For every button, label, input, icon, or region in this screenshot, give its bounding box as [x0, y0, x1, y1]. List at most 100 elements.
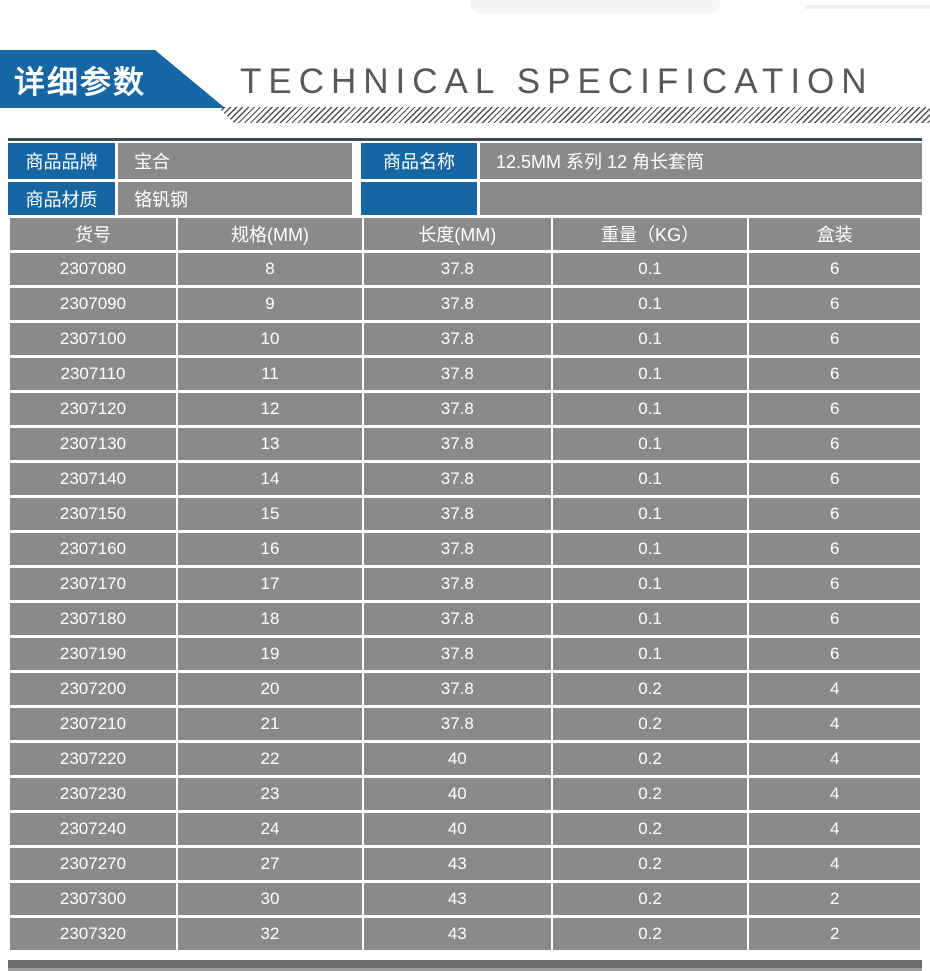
table-cell: 10	[177, 323, 362, 355]
table-cell: 37.8	[363, 603, 551, 635]
table-cell: 27	[177, 848, 362, 880]
table-cell: 6	[749, 533, 920, 565]
table-cell: 43	[363, 883, 551, 915]
col-header-length: 长度(MM)	[363, 218, 551, 250]
table-cell: 4	[749, 813, 920, 845]
table-top-rule	[8, 138, 922, 141]
table-cell: 37.8	[363, 288, 551, 320]
bottom-dark-bar	[8, 960, 922, 968]
table-cell: 6	[749, 638, 920, 670]
table-cell: 2307300	[10, 883, 176, 915]
table-cell: 16	[177, 533, 362, 565]
brand-label: 商品品牌	[8, 143, 115, 179]
table-cell: 0.1	[552, 253, 748, 285]
table-cell: 0.2	[552, 743, 748, 775]
table-cell: 15	[177, 498, 362, 530]
product-name-value: 12.5MM 系列 12 角长套筒	[480, 143, 922, 179]
table-cell: 2307230	[10, 778, 176, 810]
table-cell: 2307170	[10, 568, 176, 600]
table-cell: 21	[177, 708, 362, 740]
table-cell: 0.1	[552, 498, 748, 530]
table-cell: 0.1	[552, 393, 748, 425]
table-row: 2307160 16 37.8 0.1 6	[10, 533, 920, 565]
table-cell: 6	[749, 603, 920, 635]
table-cell: 6	[749, 393, 920, 425]
table-cell: 18	[177, 603, 362, 635]
table-cell: 0.1	[552, 533, 748, 565]
table-cell: 0.2	[552, 848, 748, 880]
table-row: 2307210 21 37.8 0.2 4	[10, 708, 920, 740]
table-cell: 2307130	[10, 428, 176, 460]
table-cell: 2307150	[10, 498, 176, 530]
table-cell: 4	[749, 673, 920, 705]
table-cell: 43	[363, 848, 551, 880]
table-cell: 2307140	[10, 463, 176, 495]
table-cell: 6	[749, 253, 920, 285]
col-header-item-no: 货号	[10, 218, 176, 250]
table-cell: 6	[749, 498, 920, 530]
table-cell: 4	[749, 848, 920, 880]
table-cell: 0.2	[552, 708, 748, 740]
material-value: 铬钒钢	[118, 182, 352, 215]
table-cell: 0.1	[552, 568, 748, 600]
table-cell: 6	[749, 288, 920, 320]
table-cell: 23	[177, 778, 362, 810]
table-row: 2307140 14 37.8 0.1 6	[10, 463, 920, 495]
table-cell: 0.1	[552, 358, 748, 390]
table-row: 2307190 19 37.8 0.1 6	[10, 638, 920, 670]
col-header-weight: 重量（KG）	[552, 218, 748, 250]
table-cell: 40	[363, 778, 551, 810]
table-cell: 40	[363, 813, 551, 845]
table-cell: 37.8	[363, 568, 551, 600]
table-row: 2307120 12 37.8 0.1 6	[10, 393, 920, 425]
table-cell: 2307200	[10, 673, 176, 705]
top-smudge-line	[805, 5, 930, 9]
table-header-row: 货号 规格(MM) 长度(MM) 重量（KG） 盒装	[10, 218, 920, 250]
table-cell: 20	[177, 673, 362, 705]
table-cell: 37.8	[363, 673, 551, 705]
product-info-row-2: 商品材质 铬钒钢	[8, 182, 922, 215]
top-smudge	[470, 0, 720, 13]
table-cell: 37.8	[363, 323, 551, 355]
table-cell: 0.1	[552, 428, 748, 460]
table-cell: 0.1	[552, 638, 748, 670]
table-cell: 32	[177, 918, 362, 950]
table-cell: 37.8	[363, 708, 551, 740]
table-cell: 37.8	[363, 358, 551, 390]
spec-table-grid: 货号 规格(MM) 长度(MM) 重量（KG） 盒装 2307080 8 37.8 0…	[8, 215, 922, 953]
table-cell: 2307080	[10, 253, 176, 285]
hatch-stripe-band	[218, 107, 930, 123]
brand-value: 宝合	[118, 143, 352, 179]
table-cell: 37.8	[363, 463, 551, 495]
table-cell: 17	[177, 568, 362, 600]
table-cell: 2307090	[10, 288, 176, 320]
table-row: 2307110 11 37.8 0.1 6	[10, 358, 920, 390]
table-row: 2307150 15 37.8 0.1 6	[10, 498, 920, 530]
table-cell: 8	[177, 253, 362, 285]
table-cell: 6	[749, 323, 920, 355]
table-cell: 4	[749, 778, 920, 810]
table-row: 2307170 17 37.8 0.1 6	[10, 568, 920, 600]
table-cell: 2307270	[10, 848, 176, 880]
table-cell: 2307220	[10, 743, 176, 775]
product-name-label: 商品名称	[361, 143, 477, 179]
table-cell: 37.8	[363, 393, 551, 425]
empty-gray-cell	[480, 182, 922, 215]
table-cell: 0.2	[552, 883, 748, 915]
table-cell: 0.1	[552, 288, 748, 320]
table-row: 2307080 8 37.8 0.1 6	[10, 253, 920, 285]
spec-table: 货号 规格(MM) 长度(MM) 重量（KG） 盒装 2307080 8 37.8 0…	[8, 215, 922, 953]
table-row: 2307130 13 37.8 0.1 6	[10, 428, 920, 460]
table-cell: 37.8	[363, 533, 551, 565]
material-label: 商品材质	[8, 182, 115, 215]
table-cell: 6	[749, 568, 920, 600]
table-cell: 6	[749, 428, 920, 460]
table-cell: 14	[177, 463, 362, 495]
table-row: 2307270 27 43 0.2 4	[10, 848, 920, 880]
table-row: 2307240 24 40 0.2 4	[10, 813, 920, 845]
bottom-light-bar	[8, 968, 922, 971]
table-cell: 2307110	[10, 358, 176, 390]
table-cell: 2307120	[10, 393, 176, 425]
table-cell: 22	[177, 743, 362, 775]
